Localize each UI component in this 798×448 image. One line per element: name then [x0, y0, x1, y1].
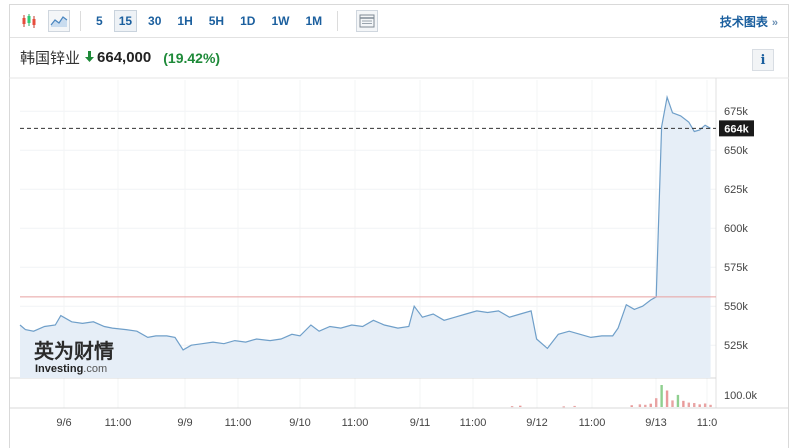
volume-bar — [693, 403, 696, 407]
x-tick-label: 11:00 — [225, 417, 252, 429]
volume-bar — [676, 394, 680, 407]
x-tick-label: 9/11 — [410, 417, 431, 429]
interval-selector: 5 15 30 1H 5H 1D 1W 1M — [91, 10, 327, 32]
volume-axis-label: 100.0k — [724, 390, 758, 402]
arrow-down-icon — [85, 49, 95, 66]
x-tick-label: 11:00 — [342, 417, 369, 429]
logo-brand: Investing — [35, 363, 83, 375]
investing-logo: 英为财情 Investing.com — [34, 339, 114, 375]
x-tick-label: 9/10 — [289, 417, 310, 429]
current-price-tag — [719, 120, 754, 137]
info-button[interactable]: i — [752, 49, 774, 71]
chart-widget: 5 15 30 1H 5H 1D 1W 1M 技术图表» 韩国锌业 664,000 (19.4… — [9, 4, 789, 448]
x-tick-label: 9/9 — [177, 417, 192, 429]
logo-cn-text: 英为财情 — [34, 339, 114, 363]
volume-bar — [638, 404, 642, 407]
x-tick-label: 11:0 — [697, 417, 718, 429]
instrument-header: 韩国锌业 664,000 (19.42%) — [20, 47, 220, 68]
y-tick-label: 525k — [724, 340, 748, 352]
x-tick-label: 9/6 — [56, 417, 71, 429]
y-tick-label: 550k — [724, 301, 748, 313]
logo-suffix: .com — [83, 363, 107, 375]
toolbar-divider — [80, 11, 81, 31]
y-tick-label: 600k — [724, 223, 748, 235]
volume-bar — [665, 390, 669, 407]
y-tick-label: 575k — [724, 262, 748, 274]
volume-bar — [644, 404, 647, 407]
volume-bar — [703, 403, 707, 407]
volume-bar — [562, 406, 565, 408]
volume-bar — [654, 398, 658, 407]
candlestick-icon[interactable] — [18, 10, 40, 32]
volume-bar — [660, 385, 663, 407]
volume-bar — [630, 405, 633, 407]
plot-area — [19, 94, 716, 378]
volume-bar — [510, 406, 514, 408]
interval-button-15[interactable]: 15 — [113, 10, 138, 32]
interval-button-5[interactable]: 5 — [96, 14, 103, 28]
x-tick-label: 9/12 — [526, 417, 547, 429]
interval-button-30[interactable]: 30 — [148, 14, 162, 28]
last-price: 664,000 — [97, 49, 152, 66]
chart-grid — [9, 77, 789, 409]
x-tick-label: 9/13 — [645, 417, 666, 429]
x-tick-label: 11:00 — [460, 417, 487, 429]
volume-bar — [682, 400, 685, 407]
x-tick-label: 11:00 — [105, 417, 132, 429]
technical-chart-link[interactable]: 技术图表» — [720, 13, 778, 30]
price-area — [20, 97, 711, 378]
volume-bar — [709, 404, 712, 407]
area-chart-icon[interactable] — [48, 10, 70, 32]
axes: 675k 650k 625k 600k 575k 550k 525k 9/6 11:00 9/9 1… — [56, 106, 757, 429]
current-price-label: 664k — [724, 123, 749, 135]
instrument-name: 韩国锌业 — [20, 50, 81, 67]
y-tick-label: 625k — [724, 184, 748, 196]
volume-bar — [649, 403, 652, 407]
interval-button-1w[interactable]: 1W — [271, 14, 290, 28]
y-tick-label: 675k — [724, 106, 748, 118]
volume-bar — [671, 400, 674, 407]
table-icon[interactable] — [356, 10, 379, 32]
double-chevron-right-icon: » — [771, 17, 778, 29]
change-percent: (19.42%) — [163, 49, 221, 66]
toolbar-divider — [337, 11, 339, 31]
volume-bar — [698, 404, 701, 407]
volume-bar — [687, 402, 691, 407]
interval-button-1h[interactable]: 1H — [177, 14, 193, 28]
volume-bar — [573, 405, 576, 407]
volume-bar — [519, 405, 522, 407]
y-tick-label: 650k — [724, 145, 748, 157]
chart-toolbar: 5 15 30 1H 5H 1D 1W 1M 技术图表» — [10, 5, 788, 38]
interval-button-5h[interactable]: 5H — [208, 14, 225, 28]
interval-button-1m[interactable]: 1M — [305, 14, 323, 28]
volume-bars — [510, 385, 712, 408]
technical-chart-label: 技术图表 — [719, 15, 768, 29]
interval-button-1d[interactable]: 1D — [240, 14, 256, 28]
x-tick-label: 11:00 — [579, 417, 606, 429]
price-line — [19, 94, 711, 351]
logo-en-text: Investing.com — [35, 363, 107, 375]
